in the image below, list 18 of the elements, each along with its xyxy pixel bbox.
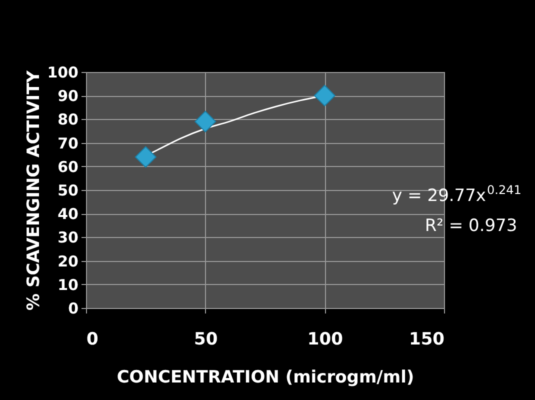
y-tick-label: 20 [58,252,78,270]
y-tick-label: 30 [58,228,78,247]
y-axis-title: % SCAVENGING ACTIVITY [24,70,44,310]
x-tick-label: 0 [86,330,98,350]
y-tick-label: 40 [58,205,78,224]
x-tick-label: 50 [194,330,218,350]
y-tick-label: 100 [47,64,78,82]
x-axis-title: CONCENTRATION (microgm/ml) [116,368,414,388]
y-tick-label: 10 [58,276,78,294]
y-tick-label: 80 [58,110,78,129]
y-tick-label: 50 [58,182,78,200]
x-tick-label: 150 [409,330,445,350]
y-tick-label: 0 [68,300,78,318]
y-tick-label: 70 [58,134,78,152]
x-tick-label: 100 [307,330,344,350]
annotation: R² = 0.973 [424,216,518,236]
y-tick-label: 60 [58,158,78,176]
y-tick-label: 90 [58,87,78,106]
